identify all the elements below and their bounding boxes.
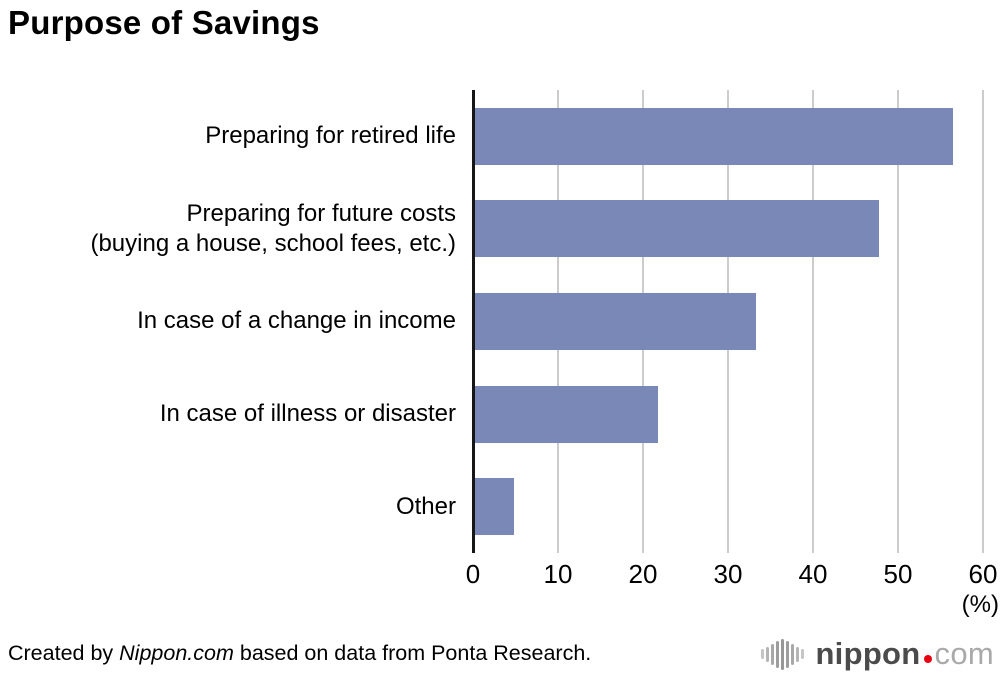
y-axis-line [472,90,475,553]
credit-source: Nippon.com [119,641,234,665]
soundwave-bar [786,640,790,668]
soundwave-bar [791,643,795,665]
soundwave-icon [761,638,806,670]
bar-track [473,107,983,165]
bar-track [473,385,983,443]
credit-prefix: Created by [8,641,120,665]
soundwave-bar [801,649,805,659]
bar [473,478,514,536]
chart-row: Preparing for retired life [0,90,983,183]
logo-text: nippon com [815,636,994,672]
credit-suffix: based on data from Ponta Research. [233,641,592,665]
x-tick-label: 60 [968,559,998,589]
soundwave-bar [771,643,775,665]
chart-row: Other [0,460,983,553]
soundwave-bar [776,640,780,668]
chart-row: In case of a change in income [0,275,983,368]
footer-credit: Created by Nippon.com based on data from… [8,641,591,666]
bar [473,292,757,350]
x-tick-label: 20 [628,559,658,589]
plot-area: (%) 0 10 20 30 40 50 60 [466,90,999,630]
bar [473,385,659,443]
chart-title: Purpose of Savings [8,4,320,41]
x-gridline [812,90,814,553]
x-axis-unit-label: (%) [961,591,999,618]
bar-track [473,200,983,258]
logo-name-bold: nippon [815,636,921,671]
chart-row: Preparing for future costs (buying a hou… [0,183,983,276]
x-gridline [897,90,899,553]
soundwave-bar [766,646,770,662]
soundwave-bar [796,646,800,662]
category-label: In case of a change in income [137,307,456,335]
category-label: In case of illness or disaster [159,400,456,428]
logo-red-dot-icon [923,655,932,663]
logo-name-light: com [934,636,994,671]
soundwave-bar [781,638,785,670]
x-tick-label: 50 [883,559,913,589]
x-tick-label: 40 [798,559,828,589]
x-tick-label: 10 [543,559,573,589]
bar-chart: (%) 0 10 20 30 40 50 60 Preparing for retired … [0,90,1000,630]
bar-track [473,478,983,536]
category-label: Preparing for future costs (buying a hou… [90,199,456,257]
bar [473,200,880,258]
category-label: Other [395,492,456,520]
soundwave-bar [761,649,765,659]
x-gridline [982,90,984,553]
x-tick-label: 0 [465,559,481,589]
chart-row: In case of illness or disaster [0,368,983,461]
category-label: Preparing for retired life [205,122,456,150]
bar [473,107,954,165]
chart-rows: Preparing for retired life Preparing for … [0,90,983,553]
nippon-logo: nippon com [761,633,994,675]
x-tick-label: 30 [713,559,743,589]
bar-track [473,292,983,350]
